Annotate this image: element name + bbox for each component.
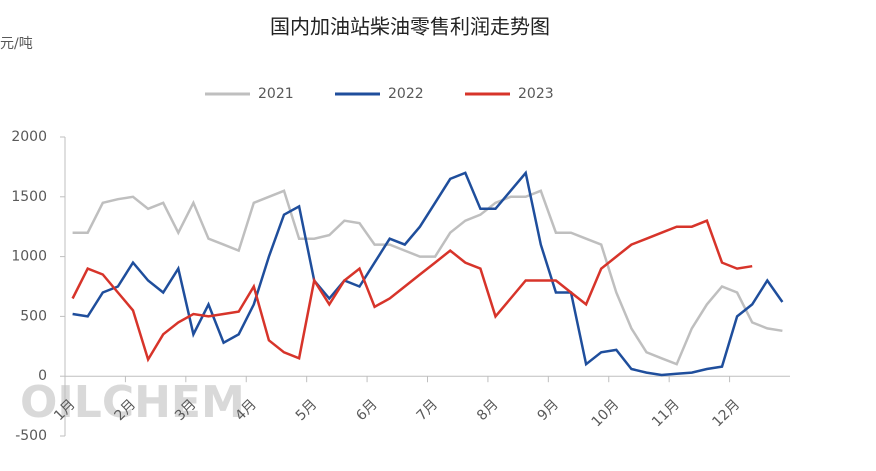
- y-unit: 元/吨: [0, 36, 33, 52]
- series-line: [72, 170, 784, 377]
- x-tick-label: 7月: [414, 397, 442, 425]
- chart-title: 国内加油站柴油零售利润走势图: [270, 15, 550, 39]
- y-tick-label: 2000: [11, 129, 47, 145]
- x-tick-label: 10月: [589, 397, 623, 431]
- x-tick-label: 9月: [534, 397, 562, 425]
- watermark: OILCHEM: [20, 377, 245, 428]
- x-tick-label: 6月: [353, 397, 381, 425]
- y-tick-label: 0: [38, 368, 47, 384]
- legend-label: 2021: [258, 86, 294, 102]
- legend-label: 2023: [518, 86, 554, 102]
- series-line: [72, 189, 783, 366]
- series-line: [71, 219, 753, 363]
- x-tick-label: 11月: [649, 397, 683, 431]
- x-tick-label: 12月: [709, 397, 743, 431]
- x-tick-label: 5月: [293, 397, 321, 425]
- y-tick-label: 500: [20, 308, 47, 324]
- y-tick-label: 1000: [11, 249, 47, 265]
- legend-label: 2022: [388, 86, 424, 102]
- x-tick-label: 8月: [474, 397, 502, 425]
- y-tick-label: 1500: [11, 189, 47, 205]
- y-tick-label: -500: [15, 428, 47, 444]
